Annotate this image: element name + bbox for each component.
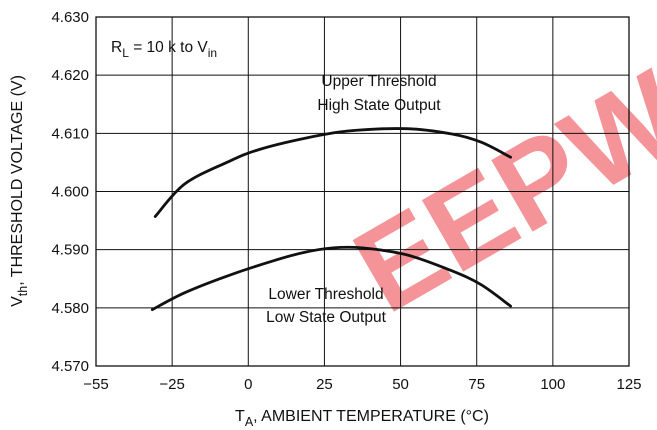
upper-curve-label-line1: Upper Threshold [321,73,436,90]
y-tick-label: 4.590 [51,242,89,259]
x-tick-label: −25 [159,376,184,393]
x-tick-label: 0 [244,376,252,393]
load-condition-label: RL = 10 k to Vin [111,39,217,60]
y-axis-title: Vth, THRESHOLD VOLTAGE (V) [9,75,30,307]
x-tick-label: 25 [316,376,333,393]
x-tick-label: 100 [540,376,565,393]
y-tick-label: 4.570 [51,358,89,375]
x-tick-label: −55 [83,376,108,393]
y-tick-label: 4.630 [51,9,89,26]
tick-labels: −55 −25 0 25 50 75 100 125 4.570 4.580 4.590 4.600 4… [51,9,641,393]
y-tick-label: 4.610 [51,125,89,142]
curves [150,127,512,311]
grid [96,17,629,366]
x-tick-label: 50 [392,376,409,393]
upper-curve-label-line2: High State Output [317,97,441,114]
lower-curve-label-line2: Low State Output [266,309,386,326]
plot-frame [95,16,630,367]
x-tick-label: 125 [616,376,641,393]
y-tick-label: 4.620 [51,67,89,84]
x-axis-title: TA, AMBIENT TEMPERATURE (°C) [235,408,489,429]
y-tick-label: 4.600 [51,184,89,201]
lower-threshold-curve [150,245,512,311]
y-tick-label: 4.580 [51,300,89,317]
lower-curve-label-line1: Lower Threshold [268,286,383,303]
x-tick-label: 75 [468,376,485,393]
upper-threshold-curve [153,127,512,218]
